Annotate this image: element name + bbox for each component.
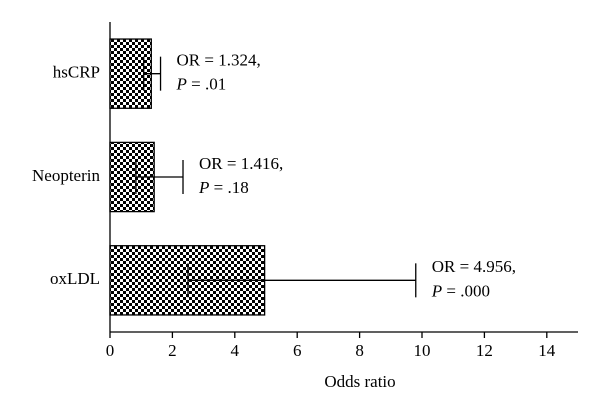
p-label: P = .18 <box>198 178 249 197</box>
value-label: OR = 4.956, <box>432 257 516 276</box>
y-tick-label: Neopterin <box>32 166 100 185</box>
value-label: OR = 1.324, <box>177 51 261 70</box>
p-label: P = .01 <box>176 75 227 94</box>
x-tick-label: 14 <box>538 341 556 360</box>
y-tick-label: oxLDL <box>50 269 100 288</box>
p-label: P = .000 <box>431 281 490 300</box>
x-tick-label: 12 <box>476 341 493 360</box>
x-tick-label: 8 <box>355 341 364 360</box>
value-label: OR = 1.416, <box>199 154 283 173</box>
x-tick-label: 4 <box>231 341 240 360</box>
x-tick-label: 10 <box>414 341 431 360</box>
x-axis-label: Odds ratio <box>324 372 395 391</box>
x-tick-label: 0 <box>106 341 115 360</box>
x-tick-label: 6 <box>293 341 302 360</box>
y-tick-label: hsCRP <box>53 63 100 82</box>
x-tick-label: 2 <box>168 341 177 360</box>
